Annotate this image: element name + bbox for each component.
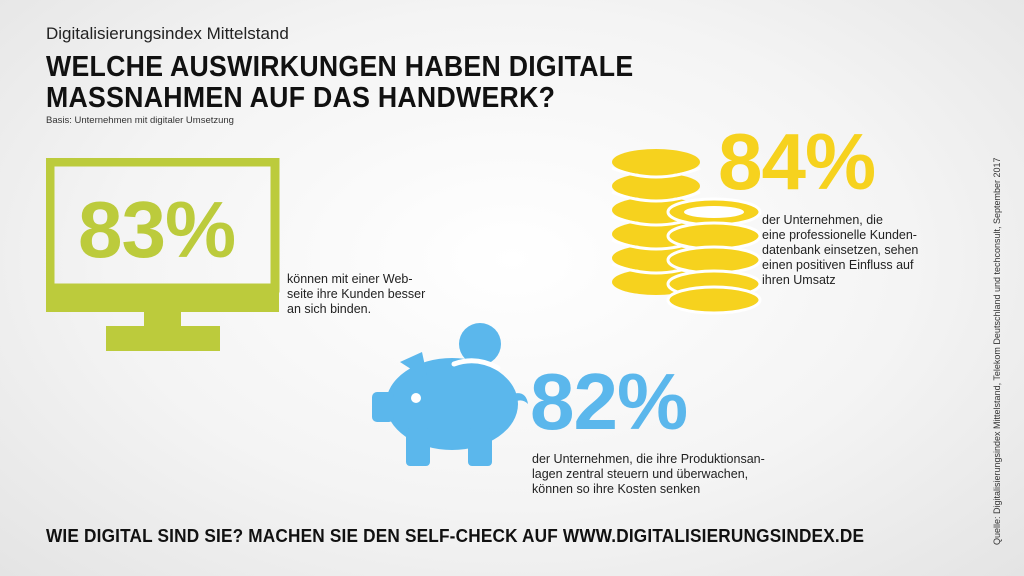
piggy-bank-icon [372, 323, 528, 466]
basis-note: Basis: Unternehmen mit digitaler Umsetzu… [46, 115, 234, 126]
series-title: Digitalisierungsindex Mittelstand [46, 24, 289, 43]
stat-website-description: können mit einer Web- seite ihre Kunden … [287, 272, 426, 316]
monitor-icon [46, 158, 280, 351]
self-check-cta: WIE DIGITAL SIND SIE? MACHEN SIE DEN SEL… [46, 525, 865, 546]
stat-crm-value: 84% [718, 117, 876, 206]
headline: WELCHE AUSWIRKUNGEN HABEN DIGITALE MASSN… [46, 51, 634, 114]
stat-production-description: der Unternehmen, die ihre Produktionsan-… [532, 452, 765, 496]
stat-crm-description: der Unternehmen, die eine professionelle… [762, 213, 919, 287]
coins-icon [611, 149, 762, 315]
source-note: Quelle: Digitalisierungsindex Mittelstan… [992, 157, 1002, 545]
stat-production-value: 82% [530, 357, 688, 446]
stat-website-value: 83% [78, 185, 236, 274]
